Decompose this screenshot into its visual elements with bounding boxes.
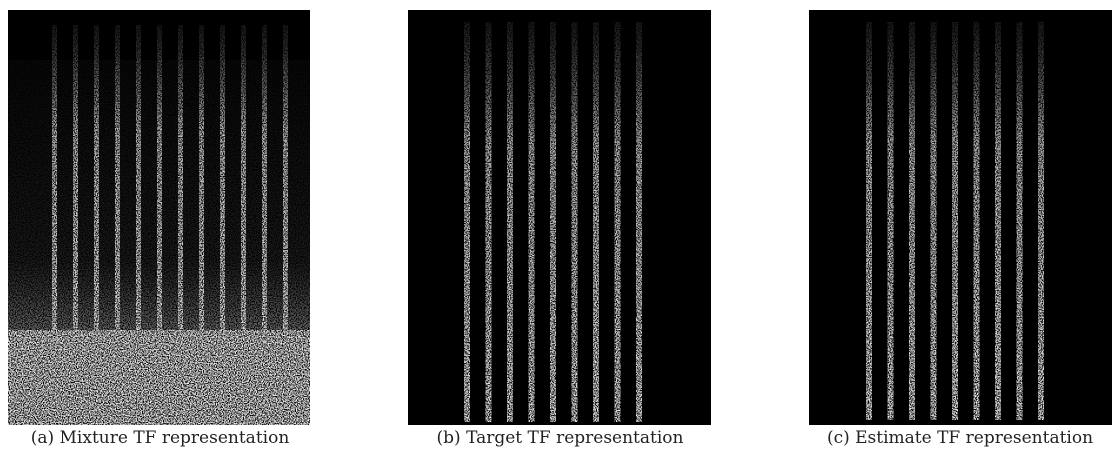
stripe — [995, 22, 1001, 420]
stripe — [571, 22, 578, 422]
stripe — [507, 22, 513, 422]
spectrograms — [8, 10, 1112, 425]
stripe — [636, 22, 642, 422]
stripe — [94, 25, 99, 380]
stripe — [136, 25, 141, 380]
stripe — [1038, 22, 1044, 420]
panel-c-bg — [809, 10, 1112, 425]
stripe — [241, 25, 246, 380]
panel-a-stripes — [52, 25, 288, 380]
stripe — [115, 25, 120, 380]
stripe — [887, 22, 894, 420]
stripe — [550, 22, 556, 422]
stripe — [1016, 22, 1023, 420]
caption: (a) Mixture TF representation — [30, 428, 290, 448]
caption: (c) Estimate TF representation — [826, 428, 1094, 448]
stripe — [157, 25, 162, 380]
stripe — [73, 25, 78, 380]
stripe — [485, 22, 492, 422]
stripe — [178, 25, 183, 380]
stripe — [220, 25, 225, 380]
caption: (b) Target TF representation — [436, 428, 684, 448]
stripe — [262, 25, 267, 380]
panel-b-bg — [408, 10, 711, 425]
stripe — [614, 22, 621, 422]
stripe — [952, 22, 958, 420]
stripe — [909, 22, 915, 420]
stripe — [52, 25, 57, 380]
stripe — [930, 22, 937, 420]
panel-b-stripes — [464, 22, 642, 422]
stripe — [199, 25, 204, 380]
panel-c-stripes — [866, 22, 1044, 420]
stripe — [973, 22, 980, 420]
stripe — [593, 22, 599, 422]
stripe — [283, 25, 288, 380]
stripe — [866, 22, 872, 420]
stripe — [528, 22, 535, 422]
stripe — [464, 22, 470, 422]
